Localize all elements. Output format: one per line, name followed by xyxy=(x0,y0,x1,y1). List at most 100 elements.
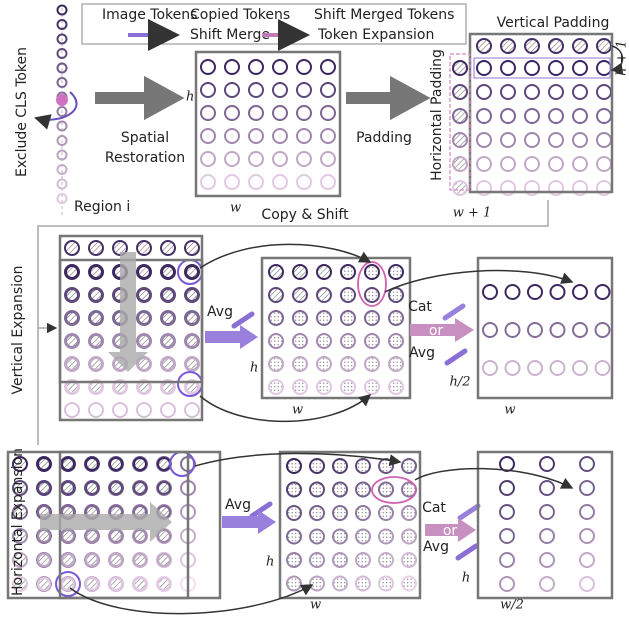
token xyxy=(273,60,287,74)
token xyxy=(201,175,215,189)
token xyxy=(321,152,335,166)
token xyxy=(273,175,287,189)
token xyxy=(580,505,594,519)
token xyxy=(596,361,610,375)
token xyxy=(551,285,565,299)
token xyxy=(477,133,491,147)
token xyxy=(501,85,515,99)
token xyxy=(477,85,491,99)
token xyxy=(225,60,239,74)
grid-box xyxy=(262,258,410,398)
token xyxy=(321,106,335,120)
token xyxy=(551,323,565,337)
dim-label: w xyxy=(230,201,241,216)
legend-label: Shift Merged Tokens xyxy=(314,7,454,23)
token xyxy=(540,481,554,495)
token xyxy=(573,133,587,147)
op-label: Avg xyxy=(409,345,435,361)
op-label: Cat xyxy=(408,299,432,315)
token xyxy=(201,106,215,120)
grid-box xyxy=(280,452,420,598)
token xyxy=(297,152,311,166)
dim-label: w + 1 xyxy=(453,206,492,221)
token xyxy=(297,175,311,189)
token xyxy=(580,553,594,567)
token xyxy=(597,85,611,99)
token xyxy=(273,152,287,166)
token xyxy=(500,553,514,567)
token xyxy=(225,83,239,97)
token xyxy=(573,109,587,123)
token xyxy=(273,129,287,143)
token xyxy=(540,553,554,567)
token xyxy=(297,106,311,120)
token xyxy=(528,323,542,337)
token xyxy=(477,157,491,171)
op-label: Avg xyxy=(207,304,233,320)
grid-box xyxy=(478,452,612,598)
token xyxy=(225,152,239,166)
dim-label: h xyxy=(266,555,274,570)
token xyxy=(551,361,565,375)
token xyxy=(483,361,497,375)
token xyxy=(137,403,151,417)
side-label: Horizontal Expansion xyxy=(10,448,26,596)
icon xyxy=(447,351,465,363)
token xyxy=(483,285,497,299)
dim-label: h xyxy=(186,90,194,105)
icon xyxy=(445,306,463,318)
arrow xyxy=(458,518,476,542)
region-label: Region i xyxy=(74,199,130,215)
token xyxy=(273,106,287,120)
dim-label: h xyxy=(462,571,470,586)
token xyxy=(597,109,611,123)
token xyxy=(249,106,263,120)
legend-label: Image Tokens xyxy=(102,7,197,23)
pad-label: Vertical Padding xyxy=(497,15,610,31)
token xyxy=(580,457,594,471)
token xyxy=(249,152,263,166)
token xyxy=(549,61,563,75)
token xyxy=(501,133,515,147)
token xyxy=(297,60,311,74)
token xyxy=(297,129,311,143)
token xyxy=(273,83,287,97)
token xyxy=(500,577,514,591)
token xyxy=(65,403,79,417)
pad-label: Horizontal Padding xyxy=(429,49,445,181)
token xyxy=(249,175,263,189)
grid-box xyxy=(196,52,340,196)
token xyxy=(549,133,563,147)
token xyxy=(113,403,127,417)
highlight xyxy=(474,58,610,78)
token xyxy=(500,529,514,543)
step-label: Padding xyxy=(356,130,412,146)
token xyxy=(549,85,563,99)
legend-label: Copied Tokens xyxy=(190,7,290,23)
token xyxy=(501,157,515,171)
arrow xyxy=(240,325,258,349)
token xyxy=(573,61,587,75)
token xyxy=(549,109,563,123)
arrow xyxy=(258,510,276,534)
token xyxy=(321,83,335,97)
token xyxy=(201,60,215,74)
icon xyxy=(460,506,478,518)
token xyxy=(525,133,539,147)
op-label: or xyxy=(443,523,458,539)
legend-label: Shift Merge xyxy=(190,27,270,43)
token xyxy=(596,323,610,337)
token xyxy=(201,129,215,143)
arrow xyxy=(95,86,172,110)
token xyxy=(225,106,239,120)
token xyxy=(225,175,239,189)
token xyxy=(540,457,554,471)
op-label: or xyxy=(429,323,444,339)
arrow xyxy=(455,318,474,342)
token xyxy=(540,577,554,591)
token xyxy=(597,61,611,75)
token xyxy=(528,285,542,299)
token xyxy=(540,505,554,519)
legend-label: Token Expansion xyxy=(317,27,434,43)
